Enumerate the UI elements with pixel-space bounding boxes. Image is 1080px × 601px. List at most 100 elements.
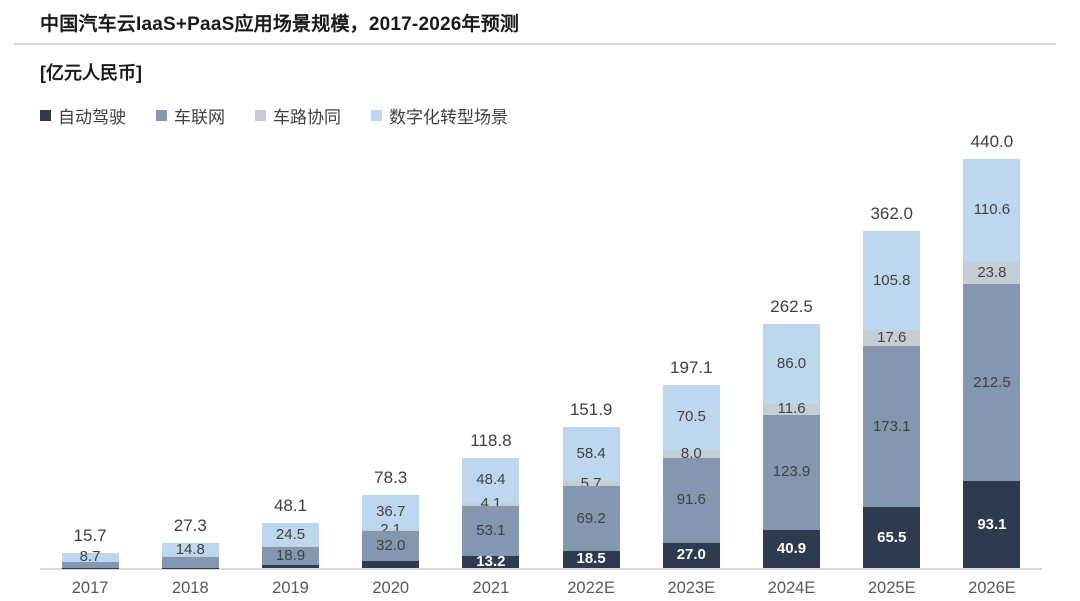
segment-autonomous-driving xyxy=(262,564,319,568)
stacked-bar-2021: 48.4 4.1 53.1 13.2 xyxy=(462,457,520,570)
bar-column-2026E: 440.0 110.6 23.8 212.5 93.1 xyxy=(942,132,1042,568)
x-axis-labels: 2017 2018 2019 2020 2021 2022E 2023E 2024E 2025E… xyxy=(40,570,1042,598)
x-axis-label-2023E: 2023E xyxy=(667,579,716,597)
segment-autonomous-driving: 93.1 xyxy=(963,481,1021,568)
page-title: 中国汽车云IaaS+PaaS应用场景规模，2017-2026年预测 xyxy=(40,14,520,35)
total-value-label: 197.1 xyxy=(670,357,713,377)
x-axis-label-2020: 2020 xyxy=(372,579,410,597)
legend-item-autonomous-driving: 自动驾驶 xyxy=(40,103,126,128)
segment-autonomous-driving: 27.0 xyxy=(662,542,720,568)
segment-v2x xyxy=(161,556,219,557)
segment-digital-transformation: 105.8 xyxy=(863,231,921,330)
chart: 15.7 8.7 27.3 14.8 48.1 24.5 18.9 78.3 36.7 2.1 32… xyxy=(40,128,1042,598)
stacked-bar-2025E: 105.8 17.6 173.1 65.5 xyxy=(863,231,921,568)
segment-digital-transformation: 86.0 xyxy=(763,324,821,404)
bar-column-2017: 15.7 8.7 xyxy=(40,526,140,568)
legend-item-digital-transformation: 数字化转型场景 xyxy=(371,103,508,128)
segment-value-label: 212.5 xyxy=(973,373,1011,391)
legend-label: 数字化转型场景 xyxy=(389,108,508,127)
segment-v2x: 11.6 xyxy=(763,401,821,417)
segment-digital-transformation: 24.5 xyxy=(262,523,319,547)
legend-label: 车路协同 xyxy=(273,108,341,127)
stacked-bar-2023E: 70.5 8.0 91.6 27.0 xyxy=(662,384,720,568)
segment-digital-transformation: 8.7 xyxy=(61,549,119,565)
x-axis-label-2024E: 2024E xyxy=(767,579,816,597)
x-axis-label-2021: 2021 xyxy=(472,579,510,597)
stacked-bar-2017: 8.7 xyxy=(61,549,119,568)
bar-column-2018: 27.3 14.8 xyxy=(140,516,240,568)
bar-column-2021: 118.8 48.4 4.1 53.1 13.2 xyxy=(441,430,541,570)
x-axis-label-2018: 2018 xyxy=(171,579,209,597)
segment-v2x: 17.6 xyxy=(863,328,921,347)
legend-marker-autonomous-driving xyxy=(40,110,51,121)
segment-autonomous-driving xyxy=(362,561,420,568)
legend-marker-telematics xyxy=(156,110,167,121)
bar-column-2022E: 151.9 58.4 5.7 69.2 18.5 xyxy=(541,400,641,568)
bar-column-2019: 48.1 24.5 18.9 xyxy=(240,496,340,568)
segment-value-label: 14.8 xyxy=(175,540,205,558)
segment-telematics xyxy=(61,561,119,568)
segment-value-label: 110.6 xyxy=(973,201,1011,219)
segment-telematics xyxy=(161,556,219,568)
segment-value-label: 173.1 xyxy=(872,417,911,435)
total-value-label: 262.5 xyxy=(770,297,813,316)
legend-item-v2x: 车路协同 xyxy=(255,103,341,128)
bar-column-2020: 78.3 36.7 2.1 32.0 xyxy=(341,468,441,568)
segment-v2x: 23.8 xyxy=(963,261,1021,284)
segment-value-label: 32.0 xyxy=(376,537,406,555)
segment-autonomous-driving: 13.2 xyxy=(462,552,520,570)
segment-digital-transformation: 14.8 xyxy=(161,540,219,558)
segment-value-label: 13.2 xyxy=(476,552,506,570)
stacked-bar-2026E: 110.6 23.8 212.5 93.1 xyxy=(963,158,1021,568)
x-axis-label-2026E: 2026E xyxy=(968,579,1016,597)
segment-digital-transformation: 48.4 xyxy=(462,457,520,503)
segment-value-label: 86.0 xyxy=(776,354,807,372)
segment-telematics: 18.9 xyxy=(262,547,319,565)
segment-autonomous-driving: 18.5 xyxy=(562,550,620,568)
stacked-bar-2019: 24.5 18.9 xyxy=(262,523,319,568)
bar-column-2023E: 197.1 70.5 8.0 91.6 27.0 xyxy=(641,358,741,568)
segment-value-label: 123.9 xyxy=(772,463,811,481)
segment-value-label: 70.5 xyxy=(676,408,706,426)
segment-digital-transformation: 58.4 xyxy=(562,426,620,482)
stacked-bar-2018: 14.8 xyxy=(161,540,219,568)
legend-marker-v2x xyxy=(255,110,266,121)
segment-autonomous-driving: 40.9 xyxy=(763,529,821,568)
segment-value-label: 69.2 xyxy=(576,509,606,527)
segment-digital-transformation: 70.5 xyxy=(662,384,720,451)
total-value-label: 27.3 xyxy=(173,515,207,535)
unit-label: [亿元人民币] xyxy=(40,63,142,83)
segment-telematics: 173.1 xyxy=(863,346,921,508)
segment-value-label: 18.5 xyxy=(576,550,606,568)
bar-column-2025E: 362.0 105.8 17.6 173.1 65.5 xyxy=(842,204,942,568)
stacked-bar-2024E: 86.0 11.6 123.9 40.9 xyxy=(763,324,821,568)
bar-column-2024E: 262.5 86.0 11.6 123.9 40.9 xyxy=(741,297,841,568)
segment-telematics: 123.9 xyxy=(763,414,821,530)
segment-value-label: 105.8 xyxy=(872,271,911,289)
segment-telematics: 69.2 xyxy=(562,486,620,551)
segment-telematics: 53.1 xyxy=(462,506,520,556)
segment-value-label: 23.8 xyxy=(977,263,1007,281)
segment-value-label: 93.1 xyxy=(977,515,1007,533)
x-axis-label-2025E: 2025E xyxy=(867,579,916,597)
total-value-label: 48.1 xyxy=(273,496,308,516)
segment-digital-transformation: 36.7 xyxy=(362,495,420,530)
segment-value-label: 58.4 xyxy=(576,445,606,462)
legend-label: 车联网 xyxy=(174,108,225,127)
total-value-label: 78.3 xyxy=(374,468,408,488)
title-divider xyxy=(14,43,1056,45)
x-axis-label-2022E: 2022E xyxy=(567,579,615,597)
segment-value-label: 24.5 xyxy=(275,525,306,543)
segment-value-label: 17.6 xyxy=(877,328,907,346)
stacked-bar-2022E: 58.4 5.7 69.2 18.5 xyxy=(562,426,620,568)
total-value-label: 118.8 xyxy=(470,430,512,450)
segment-value-label: 18.9 xyxy=(275,546,306,564)
segment-telematics: 91.6 xyxy=(662,457,720,543)
total-value-label: 15.7 xyxy=(73,526,107,546)
x-axis-label-2017: 2017 xyxy=(71,579,109,597)
total-value-label: 362.0 xyxy=(870,204,913,224)
legend: 自动驾驶 车联网 车路协同 数字化转型场景 xyxy=(40,103,1040,128)
plot: 15.7 8.7 27.3 14.8 48.1 24.5 18.9 78.3 36.7 2.1 32… xyxy=(40,128,1042,570)
segment-digital-transformation: 110.6 xyxy=(963,158,1021,262)
